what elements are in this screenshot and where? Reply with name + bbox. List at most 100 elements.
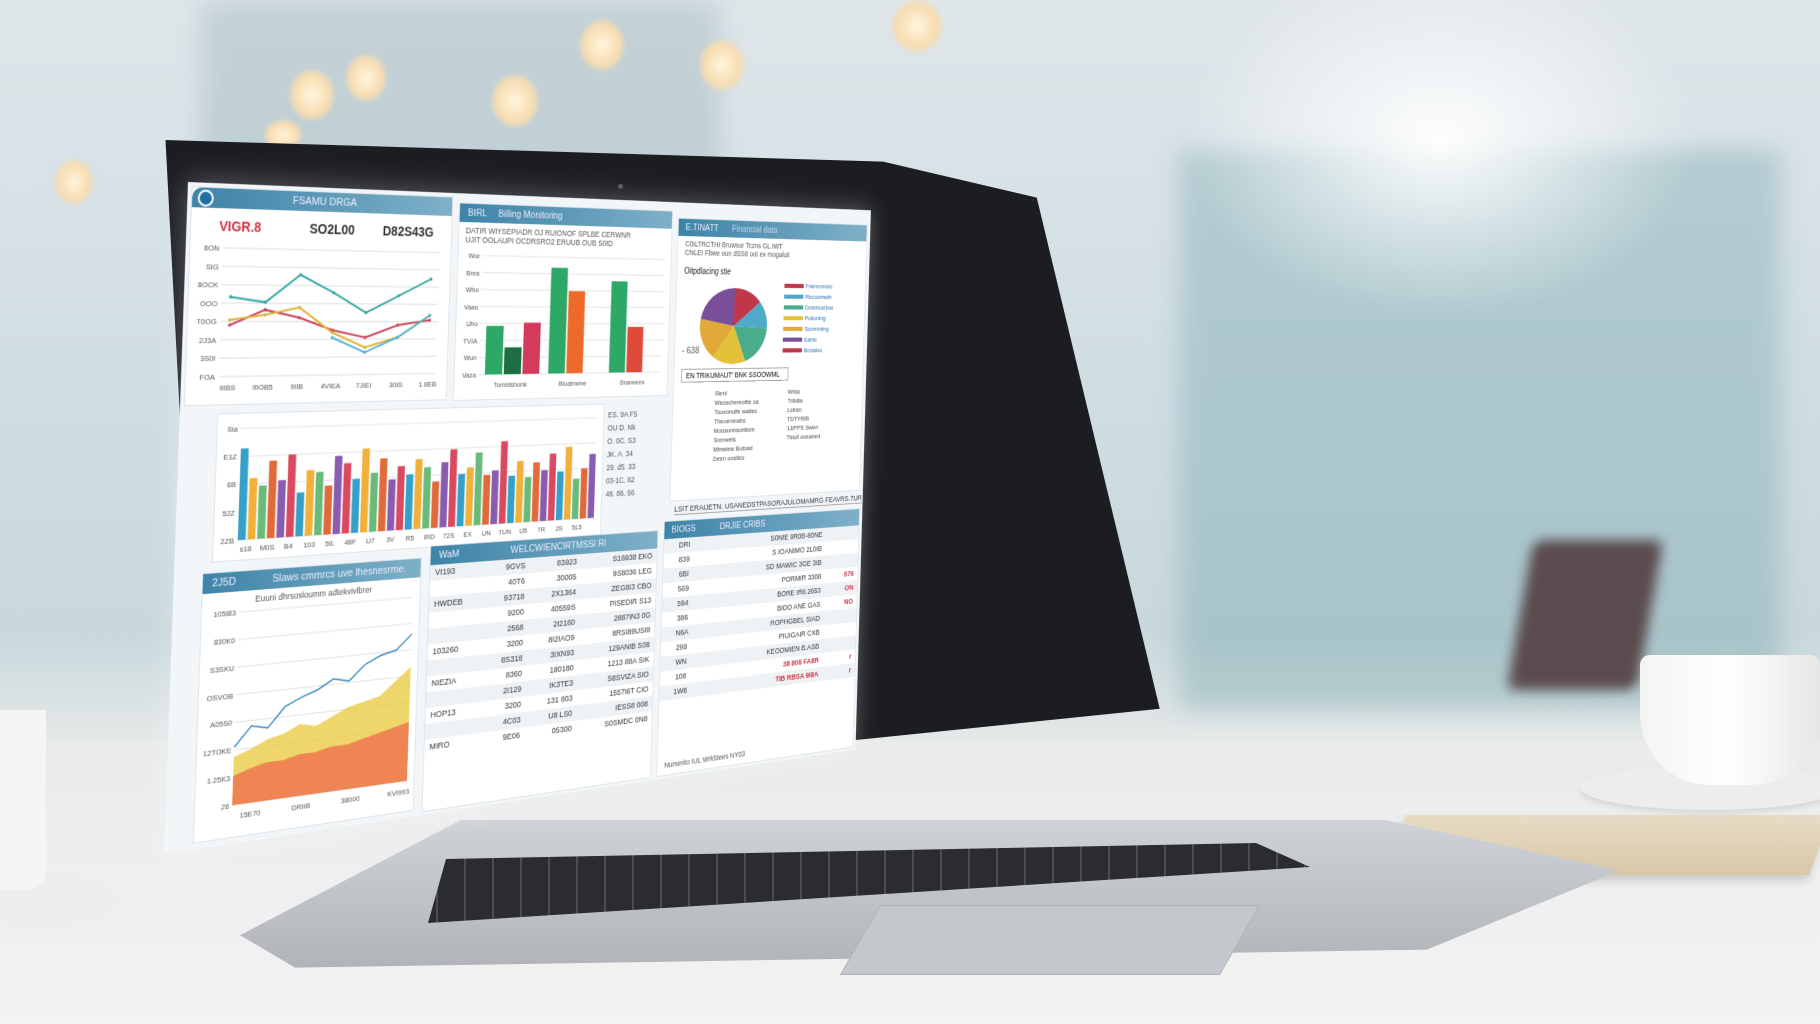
legend-label: Recoomwin	[805, 293, 832, 301]
item-value: 1JIPPS Swen	[786, 423, 819, 432]
x-tick-label: 48F	[344, 537, 356, 547]
legend-item: Poiioning	[783, 314, 833, 322]
bar	[447, 449, 458, 527]
chair	[1506, 540, 1664, 690]
x-tick-label: 103	[303, 540, 315, 550]
filter-box[interactable]: EN TRIKUMAUT' BNK SSOOWML	[680, 367, 789, 383]
y-tick-label: 8OCK	[198, 280, 219, 289]
y-tick-label: 6B	[227, 480, 236, 490]
y-tick-label: T0OG	[196, 317, 217, 326]
x-tick-label: 9IIB	[290, 382, 303, 391]
trackpad	[839, 905, 1261, 975]
panel-title: FSAMU DRGA	[292, 195, 358, 209]
tab[interactable]: Financial data	[731, 223, 778, 236]
bar	[523, 476, 532, 523]
y-tick-label: FOA	[199, 373, 215, 382]
legend-item: Bcoaloo	[782, 346, 832, 354]
gridline	[219, 373, 436, 376]
y-tick-label: Wor	[468, 251, 480, 260]
tab-1[interactable]: BIRL	[467, 207, 488, 220]
user-icon[interactable]	[197, 189, 215, 207]
y-tick-label: 52Z	[222, 508, 235, 518]
area-series	[232, 667, 411, 806]
bar	[404, 474, 414, 530]
x-tick-label: 72S	[443, 531, 455, 540]
item-name: Weoschereolite sa	[714, 397, 759, 407]
value-item: O. 0C. S3	[607, 435, 636, 446]
bar	[548, 267, 569, 374]
kpi-1: VIGR.8	[218, 218, 262, 235]
legend-label: Fnerecmoio	[805, 282, 833, 291]
bar	[323, 485, 333, 535]
item-value: Tlnull ooeaned	[786, 432, 821, 442]
gridline	[222, 285, 439, 288]
legend-item: Eanlc	[782, 335, 833, 344]
bar	[490, 470, 499, 525]
bar	[395, 466, 405, 531]
y-tick-label: 2J3A	[199, 336, 217, 345]
kpi-2: SO2L00	[309, 220, 356, 238]
bar	[555, 471, 564, 521]
bar	[350, 478, 360, 534]
y-tick-label: 2ZB	[220, 536, 234, 546]
bar	[539, 469, 548, 522]
col-header[interactable]: BIOGS	[671, 523, 696, 536]
dashboard-screen: FSAMU DRGA VIGR.8 SO2L00 D82S43G 8ON SIG 8…	[164, 182, 871, 855]
item-value: Wnta	[787, 387, 800, 396]
col-header[interactable]: DRJIE CRIBS	[719, 518, 766, 532]
legend-item: Sonmming	[783, 325, 833, 333]
bar	[304, 469, 315, 536]
y-tick-label: Ubo	[466, 320, 478, 329]
bar	[430, 481, 440, 529]
line-chart-panel: FSAMU DRGA VIGR.8 SO2L00 D82S43G 8ON SIG 8…	[183, 186, 454, 407]
col-header[interactable]: WaM	[438, 548, 460, 561]
bar	[439, 462, 449, 528]
x-tick-label: Bloatnwne	[558, 379, 586, 388]
x-tick-label: R5	[406, 534, 415, 543]
legend-label: Eanlc	[804, 335, 817, 344]
y-tick-label: SIG	[206, 262, 219, 271]
y-tick-label: 8ON	[204, 243, 220, 253]
x-tick-label: 15E70	[239, 808, 261, 820]
bar	[626, 326, 644, 373]
y-tick-label: Bnra	[466, 268, 480, 277]
y-tick-label: 26	[221, 801, 230, 811]
x-tick-label: 3V	[386, 535, 395, 544]
x-tick-label: EX	[463, 530, 472, 539]
kpi-3: D82S43G	[382, 223, 434, 240]
gridline	[219, 356, 436, 358]
x-tick-label: 4VIEA	[320, 381, 341, 390]
legend-label: Poiioning	[804, 314, 826, 322]
item-value: Tribilla	[787, 396, 803, 405]
y-tick-label: Wun	[464, 354, 477, 363]
bar-chart-panel: BIRL Billing Monitoring DATIR WIYSEPIADR …	[452, 202, 673, 401]
value-item: 29. d5. 33	[606, 461, 636, 473]
panel-label: 2J5D	[212, 575, 237, 590]
x-tick-label: U7	[366, 536, 375, 545]
gridline	[223, 248, 440, 253]
bar	[608, 281, 628, 373]
bar	[341, 462, 352, 534]
panel-title: E.TINATT	[685, 222, 719, 234]
y-tick-label: 105I83	[213, 608, 236, 619]
tab-2[interactable]: Billing Monitoring	[498, 208, 563, 222]
item-list: Slenl Wnta Weoschereolite sa Tribilla Tooxon…	[713, 387, 822, 464]
y-tick-label: OSVOB	[207, 691, 234, 703]
bar	[563, 446, 573, 520]
y-tick-label: S3SKU	[210, 663, 235, 675]
bar	[587, 453, 596, 519]
multi-bar-panel: Sia E1Z 6B 52Z 2ZB s18 M0S B4 103 5IL 48F U7 3V R5 IRD…	[212, 403, 605, 563]
bar	[481, 474, 491, 525]
bar	[465, 467, 474, 526]
x-tick-label: M0S	[260, 543, 275, 553]
x-tick-label: U5	[519, 526, 527, 535]
x-tick-label: 7R	[537, 525, 545, 534]
value-item: JK. A. 34	[606, 449, 634, 459]
gridline	[240, 443, 597, 457]
item-name: Theoemnabs	[713, 416, 746, 426]
area-series	[232, 722, 409, 806]
x-tick-label: 38000	[341, 794, 361, 806]
y-tick-label: 1.25K3	[207, 774, 231, 786]
pie-chart	[698, 287, 768, 365]
gridline	[238, 624, 412, 640]
